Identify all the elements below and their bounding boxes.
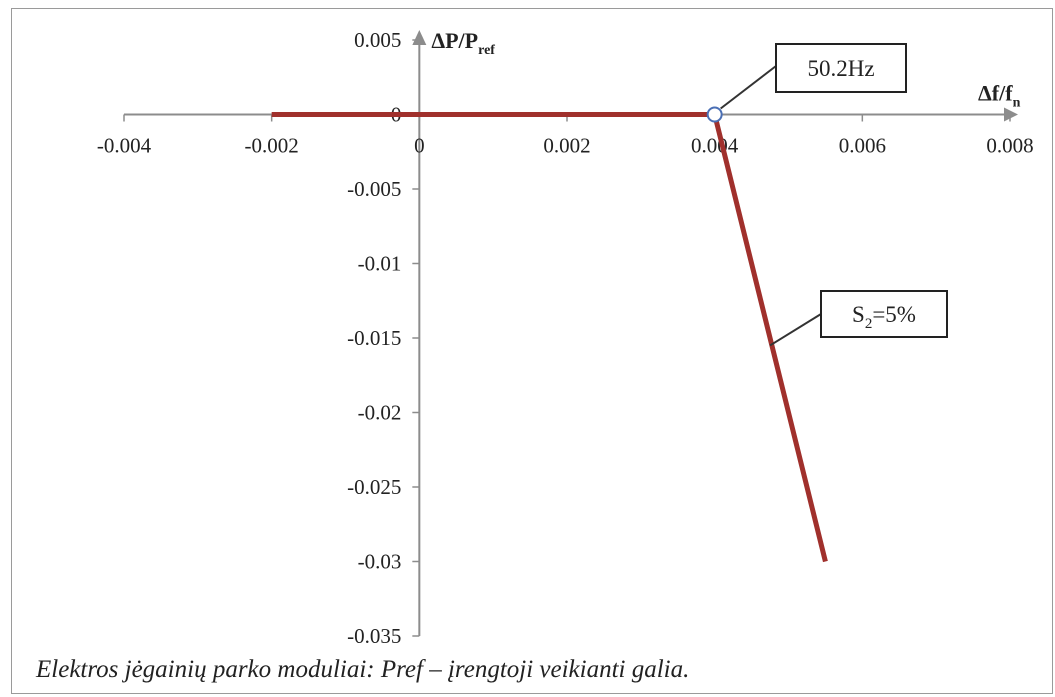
- y-tick-label: -0.025: [347, 475, 401, 499]
- annotation-subscript: 2: [865, 316, 873, 332]
- x-tick-label: -0.002: [245, 134, 299, 158]
- x-tick-label: 0.002: [543, 134, 590, 158]
- annotation-leader: [720, 65, 777, 110]
- x-tick-label: 0: [414, 134, 425, 158]
- x-tick-label: 0.008: [986, 134, 1033, 158]
- y-tick-label: 0.005: [354, 28, 401, 52]
- y-tick-label: -0.03: [358, 550, 402, 574]
- annotation-suffix: =5%: [872, 302, 916, 327]
- annotation-box: [775, 43, 907, 93]
- x-tick-label: 0.004: [691, 134, 739, 158]
- series: [271, 106, 828, 563]
- x-tick-label: -0.004: [97, 134, 152, 158]
- annotation-label: 50.2Hz: [807, 56, 874, 81]
- y-tick-label: -0.015: [347, 326, 401, 350]
- y-tick-label: -0.01: [358, 252, 402, 276]
- marker-point: [706, 106, 723, 123]
- figure-caption: Elektros jėgainių parko moduliai: Pref –…: [36, 656, 690, 683]
- annotation-leader: [769, 313, 822, 347]
- y-axis-title: ΔP/Pref: [431, 28, 495, 58]
- y-axis-title-subscript: ref: [478, 43, 495, 58]
- annotation-box: [820, 290, 948, 338]
- y-axis-arrow: [412, 30, 427, 45]
- y-tick-label: -0.02: [358, 401, 402, 425]
- y-tick-label: -0.035: [347, 624, 401, 648]
- x-axis-title: Δf/fn: [978, 81, 1021, 111]
- x-axis-title-subscript: n: [1013, 96, 1021, 111]
- y-tick-label: -0.005: [347, 177, 401, 201]
- chart-frame: [11, 8, 1053, 694]
- x-axis-arrow: [1004, 107, 1018, 122]
- x-tick-label: 0.006: [839, 134, 886, 158]
